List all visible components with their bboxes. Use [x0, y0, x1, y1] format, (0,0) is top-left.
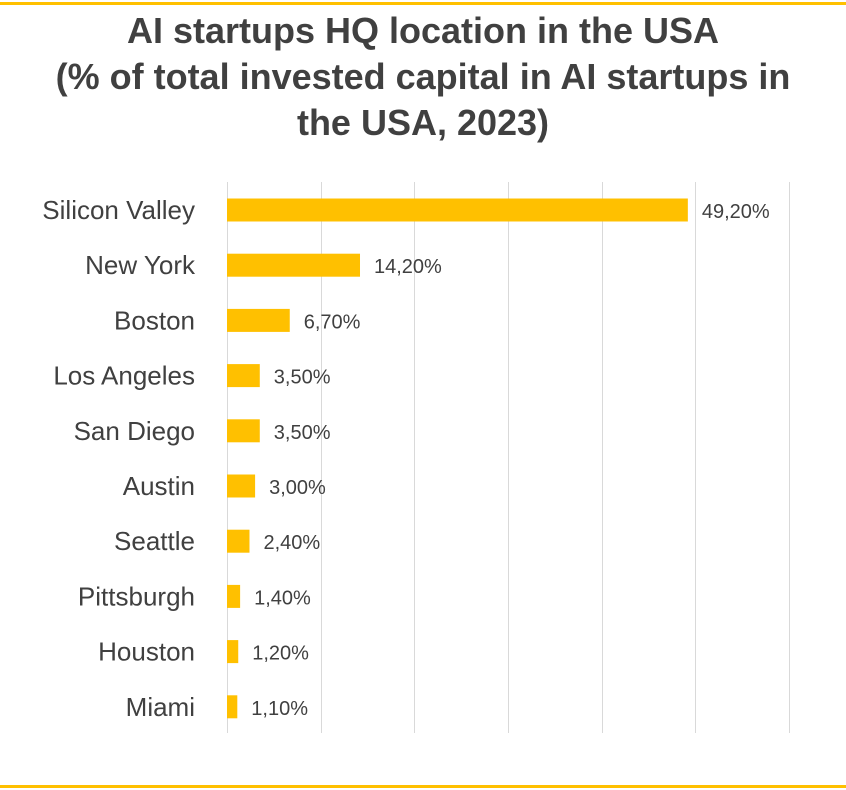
- bar-5: [227, 474, 256, 498]
- category-label-3: Los Angeles: [53, 361, 195, 391]
- bar-9: [227, 695, 238, 719]
- data-label-0: 49,20%: [702, 201, 770, 223]
- data-label-7: 1,40%: [254, 587, 311, 609]
- chart-title-line-3: the USA, 2023): [296, 102, 550, 143]
- category-label-9: Miami: [126, 692, 195, 722]
- data-label-4: 3,50%: [274, 422, 331, 444]
- bar-1: [227, 253, 361, 277]
- data-label-6: 2,40%: [263, 532, 320, 554]
- category-label-6: Seattle: [114, 526, 195, 556]
- category-label-5: Austin: [123, 471, 195, 501]
- data-label-3: 3,50%: [274, 367, 331, 389]
- bar-4: [227, 419, 260, 443]
- data-label-8: 1,20%: [252, 643, 309, 665]
- data-label-5: 3,00%: [269, 477, 326, 499]
- bar-8: [227, 640, 239, 664]
- data-label-1: 14,20%: [374, 256, 442, 278]
- bottom-frame-line: [0, 785, 846, 788]
- category-label-4: San Diego: [74, 416, 195, 446]
- chart-title-line-2: (% of total invested capital in AI start…: [55, 56, 791, 97]
- category-label-8: Houston: [98, 637, 195, 667]
- category-label-7: Pittsburgh: [78, 581, 195, 611]
- bar-2: [227, 308, 290, 332]
- chart-title-line-1: AI startups HQ location in the USA: [126, 10, 720, 51]
- bar-3: [227, 364, 260, 388]
- data-label-2: 6,70%: [304, 311, 361, 333]
- category-label-0: Silicon Valley: [42, 195, 195, 225]
- data-label-9: 1,10%: [251, 698, 308, 720]
- chart-title: AI startups HQ location in the USA (% of…: [0, 8, 846, 146]
- bar-7: [227, 584, 241, 608]
- category-label-2: Boston: [114, 305, 195, 335]
- bar-0: [227, 198, 688, 222]
- category-label-1: New York: [85, 250, 196, 280]
- bar-6: [227, 529, 250, 553]
- top-frame-line: [0, 2, 846, 5]
